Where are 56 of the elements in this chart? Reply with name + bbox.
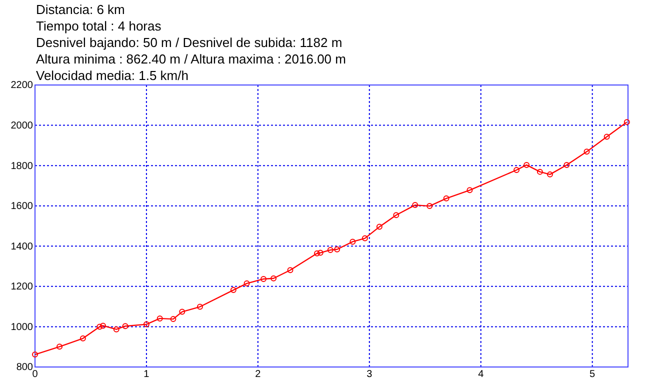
point [393, 212, 400, 218]
y-tick-label: 1000 [10, 322, 34, 333]
point [80, 335, 86, 342]
text: Distancia: 6 km [36, 2, 125, 17]
point [270, 275, 277, 282]
point [317, 250, 324, 256]
point [287, 267, 294, 274]
point [536, 168, 543, 175]
point [230, 287, 236, 294]
text: Altura minima : 862.40 m / Altura maxima : 2016.00 m [36, 52, 346, 66]
point [96, 324, 103, 330]
point [514, 167, 520, 174]
point [466, 187, 473, 194]
text: Desnivel bajando: 50 m / Desnivel de subida: 1182 m [36, 35, 342, 50]
point [113, 326, 120, 332]
x-tick-label: 0 [32, 369, 38, 380]
x-tick-label: 3 [366, 369, 373, 380]
point [179, 308, 186, 315]
y-tick-label: 800 [16, 362, 34, 374]
point [604, 134, 610, 140]
point [546, 171, 553, 178]
point [143, 321, 150, 328]
y-tick-label: 2000 [10, 120, 34, 132]
point [244, 280, 250, 286]
point [56, 344, 63, 350]
point [314, 250, 320, 256]
point [524, 162, 530, 168]
point [334, 246, 340, 252]
point [376, 224, 382, 230]
point [32, 352, 38, 358]
point [100, 322, 106, 329]
point [196, 304, 203, 310]
text: Tiempo total : 4 horas [36, 18, 162, 34]
y-tick-label: 1800 [10, 160, 34, 172]
y-tick-label: 2200 [10, 80, 34, 92]
point [362, 235, 368, 242]
point [350, 238, 356, 245]
point [412, 202, 418, 208]
y-tick-label: 1200 [10, 282, 34, 293]
x-tick-label: 2 [255, 369, 262, 380]
point [327, 246, 334, 253]
y-tick-label: 1600 [10, 201, 34, 212]
x-tick-label: 5 [590, 369, 596, 380]
text: Velocidad media: 1.5 km/h [36, 68, 188, 83]
x-tick-label: 1 [144, 369, 150, 380]
point [426, 203, 433, 210]
y-tick-label: 1400 [10, 241, 34, 252]
point [170, 316, 176, 322]
x-tick-label: 4 [478, 369, 484, 380]
point [624, 119, 630, 126]
point [564, 162, 570, 168]
point [584, 148, 590, 155]
point [156, 315, 163, 322]
point [260, 276, 267, 282]
point [122, 323, 128, 330]
point [443, 195, 450, 202]
